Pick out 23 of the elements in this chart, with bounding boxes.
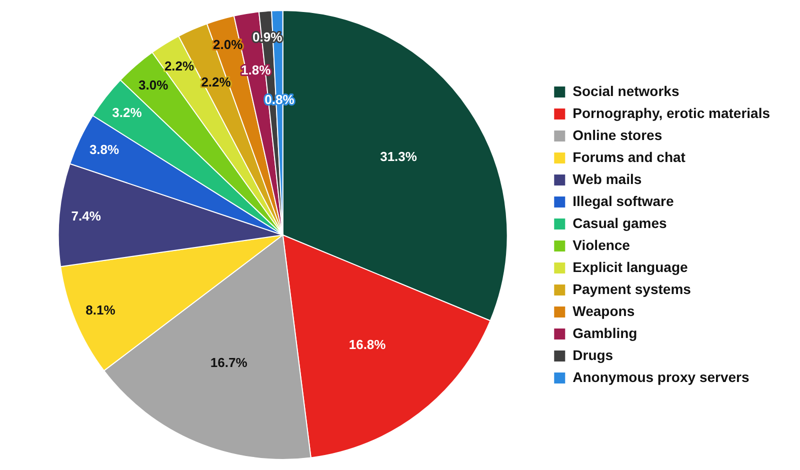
data-label: 3.8%: [89, 142, 120, 158]
data-label: 2.2%: [164, 58, 195, 74]
legend-label: Illegal software: [572, 192, 674, 209]
data-label: 3.2%: [112, 105, 142, 120]
legend-label: Drugs: [572, 346, 614, 363]
legend-label: Casual games: [572, 214, 668, 231]
legend-label: Payment systems: [572, 280, 692, 297]
data-label: 16.7%: [210, 354, 248, 370]
legend-label: Social networks: [572, 82, 680, 99]
legend-label: Gambling: [572, 324, 638, 341]
legend-label: Explicit language: [572, 258, 688, 275]
data-label: 31.3%: [380, 149, 418, 164]
legend-label: Weapons: [572, 302, 635, 319]
legend-label: Online stores: [572, 126, 662, 143]
legend-label: Anonymous proxy servers: [572, 368, 750, 385]
data-label: 3.0%: [138, 77, 169, 92]
data-label: 8.1%: [86, 302, 116, 318]
legend-label: Violence: [572, 236, 630, 253]
legend-label: Forums and chat: [572, 148, 686, 165]
legend-label: Web mails: [572, 170, 642, 187]
data-label: 7.4%: [71, 208, 102, 224]
data-label: 16.8%: [348, 337, 386, 352]
legend-label: Pornography, erotic materials: [572, 104, 770, 121]
